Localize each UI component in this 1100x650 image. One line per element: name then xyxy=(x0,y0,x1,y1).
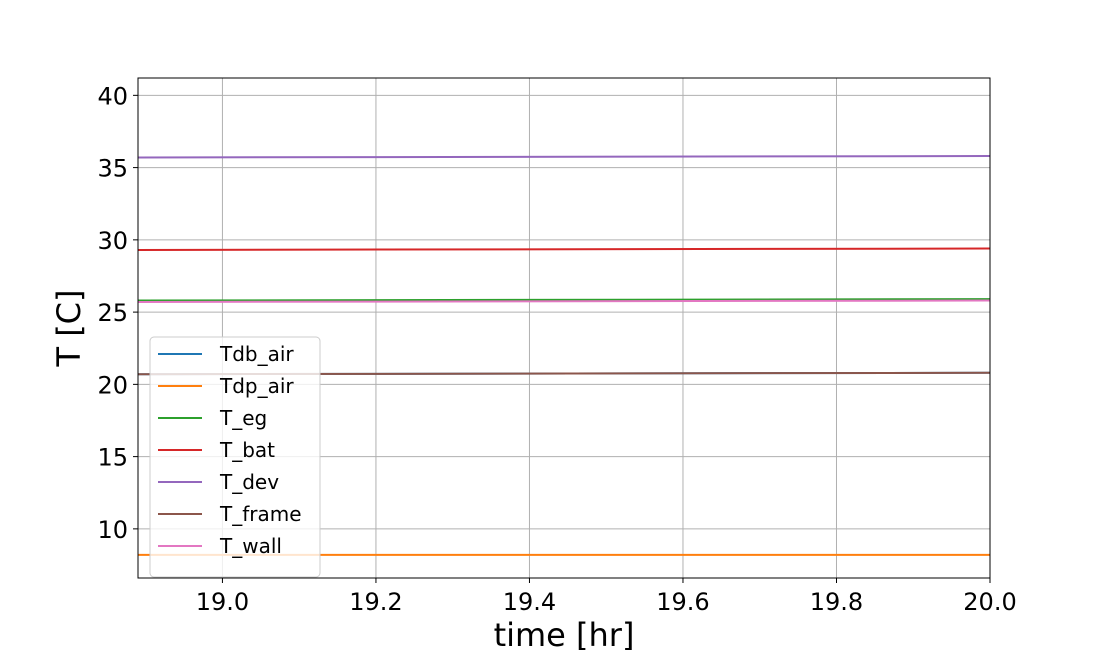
series-line-t-eg xyxy=(137,298,991,302)
legend-label: T_bat xyxy=(219,438,275,462)
y-tick-label: 20 xyxy=(97,371,128,399)
x-tick-label: 19.0 xyxy=(196,588,249,616)
x-tick-label: 19.6 xyxy=(656,588,709,616)
y-tick-label: 35 xyxy=(97,155,128,183)
legend-label: Tdb_air xyxy=(219,342,294,366)
y-tick-label: 10 xyxy=(97,516,128,544)
x-axis-ticks: 19.0 19.2 19.4 19.6 19.8 20.0 xyxy=(196,578,1017,616)
legend-box xyxy=(149,336,321,578)
legend: Tdb_air Tdp_air T_eg T_bat T_dev T_frame T_wal… xyxy=(149,336,321,578)
y-tick-label: 15 xyxy=(97,444,128,472)
x-axis-title: time [hr] xyxy=(494,616,635,650)
legend-label: T_frame xyxy=(219,502,302,526)
legend-label: Tdp_air xyxy=(219,374,294,398)
plot-area-frame xyxy=(137,77,991,579)
y-tick-label: 30 xyxy=(97,227,128,255)
y-tick-label: 25 xyxy=(97,299,128,327)
series-line-t-dev xyxy=(137,155,991,159)
x-tick-label: 19.8 xyxy=(810,588,863,616)
y-axis-ticks: 10 15 20 25 30 35 40 xyxy=(97,82,138,544)
x-tick-label: 20.0 xyxy=(963,588,1016,616)
y-axis-title: T [C] xyxy=(50,289,88,367)
series-line-t-wall xyxy=(137,299,991,303)
y-tick-label: 40 xyxy=(97,82,128,110)
legend-label: T_wall xyxy=(219,534,282,558)
series-line-t-bat xyxy=(137,247,991,251)
legend-label: T_dev xyxy=(219,470,279,494)
legend-label: T_eg xyxy=(219,406,267,430)
x-tick-label: 19.2 xyxy=(349,588,402,616)
x-tick-label: 19.4 xyxy=(503,588,556,616)
